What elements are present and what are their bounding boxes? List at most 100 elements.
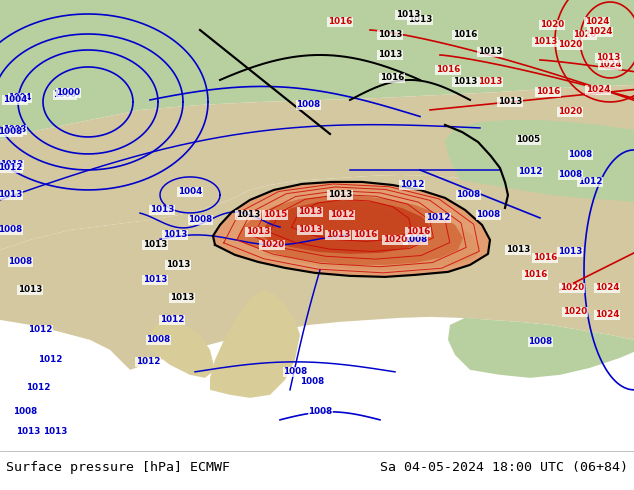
Text: 1004: 1004 <box>8 94 32 102</box>
Text: 1013: 1013 <box>506 245 530 254</box>
Text: 1016: 1016 <box>380 74 404 82</box>
Text: 1012: 1012 <box>330 210 354 220</box>
Text: 1013: 1013 <box>378 30 402 40</box>
Text: 1024: 1024 <box>586 85 610 95</box>
Text: 1000: 1000 <box>53 91 77 99</box>
Text: 1008: 1008 <box>283 368 307 376</box>
Text: 1005: 1005 <box>516 135 540 145</box>
Text: 1020: 1020 <box>540 21 564 29</box>
Text: 1020: 1020 <box>558 41 582 49</box>
Text: 1013: 1013 <box>143 241 167 249</box>
Text: 1020: 1020 <box>260 241 284 249</box>
Text: 1013: 1013 <box>166 260 190 270</box>
Text: 1016: 1016 <box>533 253 557 263</box>
Text: 1008: 1008 <box>0 225 22 234</box>
Text: 1013: 1013 <box>150 205 174 215</box>
Text: 1024: 1024 <box>585 18 609 26</box>
Text: 1013: 1013 <box>236 210 260 220</box>
Text: 1008: 1008 <box>146 335 170 344</box>
Text: 1012: 1012 <box>160 316 184 324</box>
Text: 1013: 1013 <box>163 230 187 240</box>
Text: 1012: 1012 <box>38 355 62 365</box>
Text: Sa 04-05-2024 18:00 UTC (06+84): Sa 04-05-2024 18:00 UTC (06+84) <box>380 462 628 474</box>
Text: 1013: 1013 <box>298 207 322 217</box>
Text: Surface pressure [hPa] ECMWF: Surface pressure [hPa] ECMWF <box>6 462 230 474</box>
Text: 1020: 1020 <box>563 307 587 317</box>
Text: 1012: 1012 <box>0 160 23 170</box>
Text: 1013: 1013 <box>43 427 67 436</box>
Text: 1008: 1008 <box>403 235 427 245</box>
Polygon shape <box>0 5 80 60</box>
Text: 1013: 1013 <box>558 247 582 256</box>
Polygon shape <box>213 182 490 277</box>
Text: 1012: 1012 <box>26 383 50 392</box>
Text: 1008: 1008 <box>3 125 27 134</box>
Text: 1024: 1024 <box>598 60 622 70</box>
Text: 1020: 1020 <box>560 283 584 293</box>
Text: 1008: 1008 <box>568 150 592 159</box>
Polygon shape <box>445 120 634 202</box>
Text: 1008: 1008 <box>296 100 320 109</box>
Text: 1013: 1013 <box>453 77 477 86</box>
Text: 1008: 1008 <box>8 257 32 267</box>
Text: 1013: 1013 <box>378 50 402 59</box>
Text: 1013: 1013 <box>18 285 42 294</box>
Text: 1008: 1008 <box>188 216 212 224</box>
Text: 1012: 1012 <box>0 164 22 172</box>
Text: 1008: 1008 <box>0 127 22 136</box>
Text: 1016: 1016 <box>536 87 560 97</box>
Text: 1008: 1008 <box>558 171 582 179</box>
Text: 1012: 1012 <box>136 357 160 367</box>
Text: 1012: 1012 <box>28 325 52 334</box>
Text: 1016: 1016 <box>436 66 460 74</box>
Text: 1013: 1013 <box>396 10 420 20</box>
Polygon shape <box>448 318 634 378</box>
Polygon shape <box>569 145 603 175</box>
Text: 1024: 1024 <box>595 310 619 319</box>
Text: 1012: 1012 <box>426 214 450 222</box>
Text: 1015: 1015 <box>263 210 287 220</box>
Polygon shape <box>0 0 634 140</box>
Text: 1016: 1016 <box>453 30 477 40</box>
Text: 1008: 1008 <box>456 191 480 199</box>
Text: 1008: 1008 <box>300 377 324 386</box>
Text: 1020: 1020 <box>558 107 582 117</box>
Text: 1013: 1013 <box>0 191 22 199</box>
Polygon shape <box>258 206 480 270</box>
Text: 1013: 1013 <box>143 275 167 284</box>
Text: 1013: 1013 <box>498 98 522 106</box>
Polygon shape <box>0 85 634 250</box>
Text: 1004: 1004 <box>3 96 27 104</box>
Text: 1016: 1016 <box>523 270 547 279</box>
Text: 1024: 1024 <box>595 283 619 293</box>
Text: 1008: 1008 <box>13 407 37 416</box>
Text: 1000: 1000 <box>56 89 80 98</box>
Text: 1008: 1008 <box>528 337 552 346</box>
Polygon shape <box>262 200 432 254</box>
Text: 1016: 1016 <box>328 18 353 26</box>
Polygon shape <box>530 134 558 162</box>
Text: 1013: 1013 <box>408 16 432 24</box>
Text: 1013: 1013 <box>478 77 502 86</box>
Text: 1008: 1008 <box>308 407 332 416</box>
Text: 1020: 1020 <box>573 30 597 40</box>
Text: 1013: 1013 <box>170 294 194 302</box>
Text: 1013: 1013 <box>478 48 502 56</box>
Polygon shape <box>210 290 300 398</box>
Text: 1013: 1013 <box>16 427 40 436</box>
Text: 1008: 1008 <box>476 210 500 220</box>
Text: 1020: 1020 <box>383 235 407 245</box>
Text: 1013: 1013 <box>246 227 270 236</box>
Polygon shape <box>237 196 463 265</box>
Polygon shape <box>148 320 215 378</box>
Text: 1012: 1012 <box>400 180 424 190</box>
Text: 1013: 1013 <box>326 230 350 240</box>
Text: 1024: 1024 <box>588 27 612 36</box>
Text: 1013: 1013 <box>596 53 620 63</box>
Text: 1013: 1013 <box>328 191 353 199</box>
Text: 1016: 1016 <box>406 227 430 236</box>
Polygon shape <box>0 175 634 370</box>
Text: 1013: 1013 <box>533 37 557 47</box>
Text: 1004: 1004 <box>178 187 202 196</box>
Text: 1016: 1016 <box>353 230 377 240</box>
